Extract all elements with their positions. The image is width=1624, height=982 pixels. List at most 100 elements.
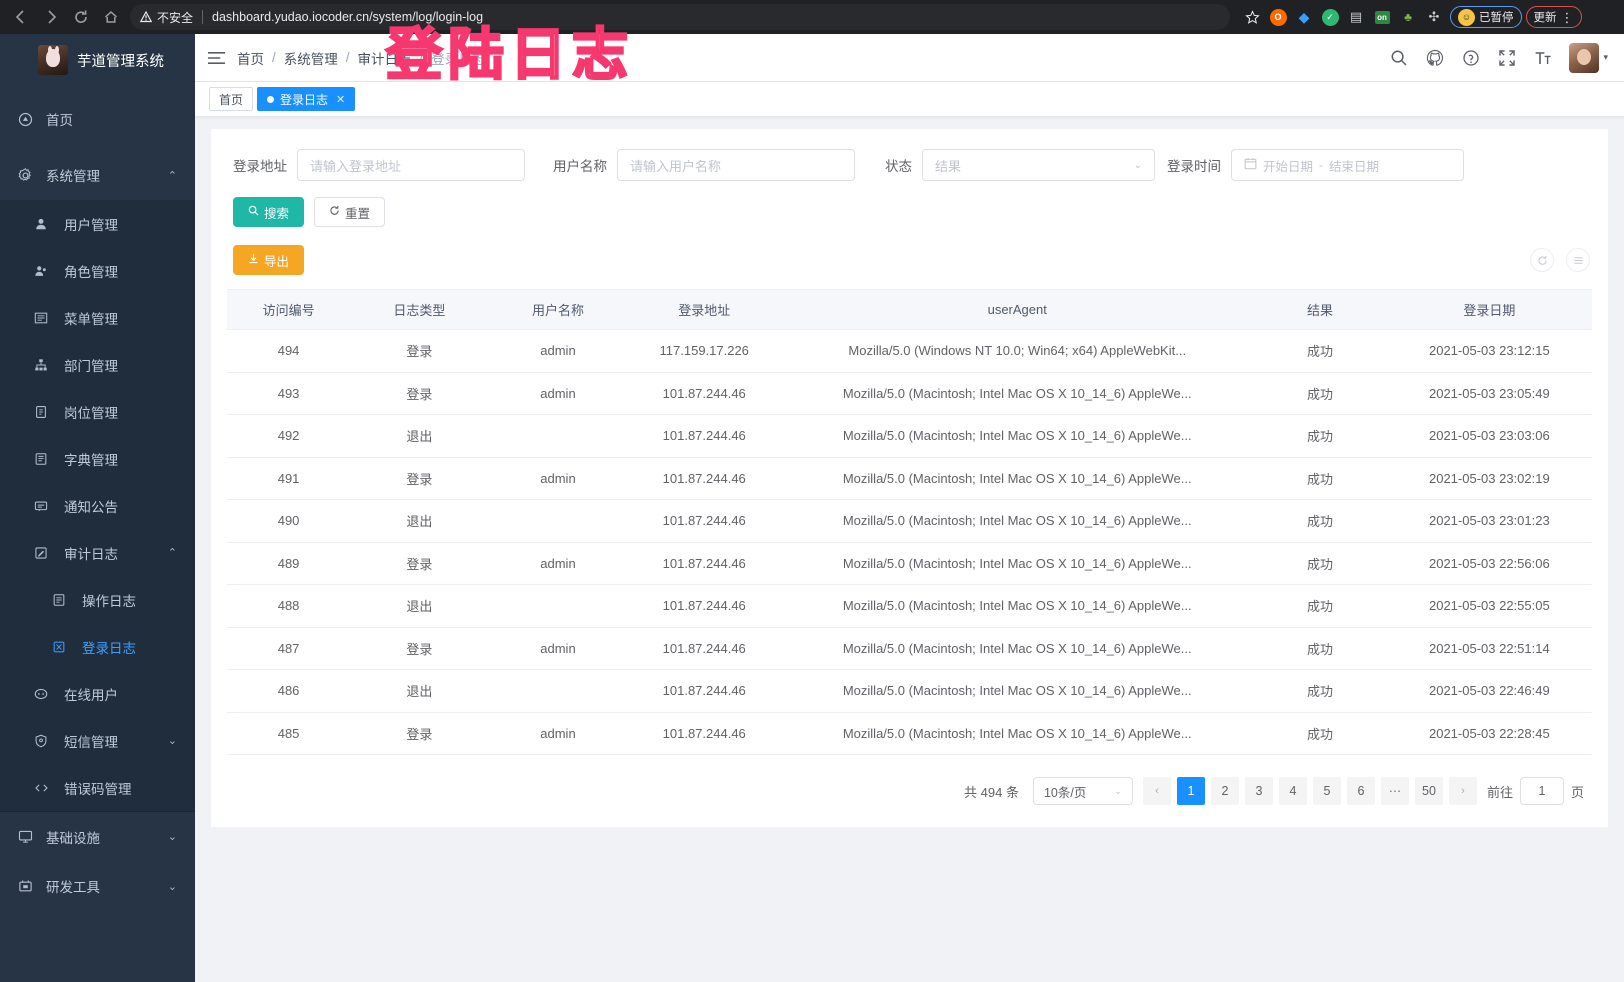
- table-row[interactable]: 488 退出 101.87.244.46 Mozilla/5.0 (Macint…: [227, 584, 1592, 628]
- search-button[interactable]: 搜索: [233, 197, 305, 227]
- home-icon[interactable]: [96, 2, 126, 32]
- cell-id: 492: [227, 414, 351, 458]
- table-row[interactable]: 491 登录 admin 101.87.244.46 Mozilla/5.0 (…: [227, 457, 1592, 500]
- tab-login-log[interactable]: 登录日志 ✕: [257, 87, 356, 111]
- sidebar-item-infrastructure[interactable]: 基础设施 ⌄: [0, 811, 195, 861]
- update-pill[interactable]: 更新 ⋮: [1525, 6, 1582, 28]
- status-select[interactable]: 结果 ⌄: [922, 149, 1155, 181]
- sidebar-item-error-code[interactable]: 错误码管理: [0, 764, 195, 811]
- page-ellipsis[interactable]: ···: [1380, 777, 1409, 805]
- bookmark-star-icon[interactable]: [1238, 3, 1266, 31]
- font-size-icon[interactable]: [1533, 48, 1553, 68]
- table-row[interactable]: 486 退出 101.87.244.46 Mozilla/5.0 (Macint…: [227, 669, 1592, 713]
- page-button-3[interactable]: 3: [1244, 777, 1273, 805]
- avatar-menu[interactable]: ▾: [1569, 42, 1608, 73]
- page-button-2[interactable]: 2: [1210, 777, 1239, 805]
- end-date-input[interactable]: 结束日期: [1329, 159, 1380, 174]
- sidebar-item-dept-mgmt[interactable]: 部门管理: [0, 341, 195, 388]
- column-header-type[interactable]: 日志类型: [350, 289, 489, 330]
- cell-ip: 101.87.244.46: [627, 669, 782, 713]
- sidebar-item-notice[interactable]: 通知公告: [0, 482, 195, 529]
- fullscreen-icon[interactable]: [1497, 48, 1517, 68]
- back-arrow-icon[interactable]: [6, 2, 36, 32]
- column-header-result[interactable]: 结果: [1253, 289, 1387, 330]
- filter-label: 登录地址: [233, 159, 287, 174]
- kebab-menu-icon[interactable]: ⋮: [1560, 9, 1574, 25]
- page-button-6[interactable]: 6: [1346, 777, 1375, 805]
- paused-status-pill[interactable]: ☺ 已暂停: [1450, 6, 1522, 28]
- table-row[interactable]: 487 登录 admin 101.87.244.46 Mozilla/5.0 (…: [227, 627, 1592, 670]
- ext-clipboard-icon[interactable]: ▤: [1349, 9, 1363, 24]
- ext-puzzle-icon[interactable]: ✣: [1428, 9, 1440, 24]
- sidebar-item-home[interactable]: 首页: [0, 94, 195, 144]
- table-row[interactable]: 490 退出 101.87.244.46 Mozilla/5.0 (Macint…: [227, 499, 1592, 543]
- main-area: 首页 / 系统管理 / 审计日志 / 登录日志: [195, 34, 1624, 982]
- search-icon[interactable]: [1389, 48, 1409, 68]
- hamburger-menu-icon[interactable]: [195, 50, 237, 66]
- table-row[interactable]: 489 登录 admin 101.87.244.46 Mozilla/5.0 (…: [227, 542, 1592, 585]
- column-header-date[interactable]: 登录日期: [1386, 289, 1592, 330]
- sidebar-item-dev-tools[interactable]: 研发工具 ⌄: [0, 861, 195, 911]
- breadcrumb-item-home[interactable]: 首页: [237, 51, 264, 67]
- ext-diamond-icon[interactable]: ◆: [1298, 8, 1310, 25]
- login-log-table: 访问编号 日志类型 用户名称 登录地址 userAgent 结果 登录日期: [227, 289, 1592, 755]
- cell-type: 退出: [350, 499, 489, 543]
- sidebar-item-online-user[interactable]: 在线用户: [0, 670, 195, 717]
- table-row[interactable]: 485 登录 admin 101.87.244.46 Mozilla/5.0 (…: [227, 712, 1592, 755]
- column-header-user[interactable]: 用户名称: [488, 289, 628, 330]
- page-button-4[interactable]: 4: [1278, 777, 1307, 805]
- table-row[interactable]: 494 登录 admin 117.159.17.226 Mozilla/5.0 …: [227, 329, 1592, 373]
- page-button-5[interactable]: 5: [1312, 777, 1341, 805]
- next-page-button[interactable]: ›: [1448, 777, 1477, 805]
- breadcrumb-item-system[interactable]: 系统管理: [283, 51, 338, 67]
- page-button-50[interactable]: 50: [1414, 777, 1443, 805]
- login-address-input[interactable]: 请输入登录地址: [297, 149, 525, 181]
- user-name-input[interactable]: 请输入用户名称: [617, 149, 855, 181]
- column-header-ip[interactable]: 登录地址: [627, 289, 782, 330]
- sidebar-logo[interactable]: 芋道管理系统: [0, 34, 195, 86]
- sidebar-item-role-mgmt[interactable]: 角色管理: [0, 247, 195, 294]
- ext-emoji-icon: ☺: [1458, 8, 1475, 26]
- sidebar-item-post-mgmt[interactable]: 岗位管理: [0, 388, 195, 435]
- goto-page-input[interactable]: 1: [1519, 777, 1564, 805]
- column-header-id[interactable]: 访问编号: [227, 289, 351, 330]
- sidebar-item-login-log[interactable]: 登录日志: [0, 623, 195, 670]
- forward-arrow-icon[interactable]: [36, 2, 66, 32]
- ext-orange-icon[interactable]: O: [1266, 5, 1290, 29]
- table-row[interactable]: 493 登录 admin 101.87.244.46 Mozilla/5.0 (…: [227, 372, 1592, 415]
- sidebar-item-menu-mgmt[interactable]: 菜单管理: [0, 294, 195, 341]
- export-button[interactable]: 导出: [233, 245, 305, 275]
- prev-page-button[interactable]: ‹: [1142, 777, 1171, 805]
- page-button-1[interactable]: 1: [1176, 777, 1205, 805]
- cell-user: admin: [488, 542, 628, 585]
- ext-on-badge-icon[interactable]: on: [1370, 5, 1394, 29]
- github-icon[interactable]: [1425, 48, 1445, 68]
- sidebar-item-system[interactable]: 系统管理 ⌃: [0, 150, 195, 200]
- reload-icon[interactable]: [66, 2, 96, 32]
- sidebar-item-sms-mgmt[interactable]: 短信管理 ⌄: [0, 717, 195, 764]
- ext-green-check-icon[interactable]: ✓: [1318, 5, 1342, 29]
- cell-type: 退出: [350, 584, 489, 628]
- reset-button[interactable]: 重置: [314, 197, 386, 227]
- breadcrumb-item-audit[interactable]: 审计日志: [357, 51, 412, 67]
- refresh-table-icon[interactable]: [1530, 248, 1554, 272]
- close-icon[interactable]: ✕: [336, 93, 346, 106]
- column-header-useragent[interactable]: userAgent: [781, 289, 1254, 330]
- ext-leaf-icon[interactable]: ♣: [1404, 10, 1412, 24]
- sidebar-item-user-mgmt[interactable]: 用户管理: [0, 200, 195, 247]
- cell-ip: 101.87.244.46: [627, 584, 782, 628]
- tab-home[interactable]: 首页: [209, 87, 254, 111]
- operation-log-icon: [52, 593, 74, 607]
- cell-ip: 101.87.244.46: [627, 372, 782, 415]
- login-time-daterange[interactable]: 开始日期 - 结束日期: [1231, 149, 1464, 181]
- table-row[interactable]: 492 退出 101.87.244.46 Mozilla/5.0 (Macint…: [227, 414, 1592, 458]
- cell-id: 494: [227, 329, 351, 373]
- sidebar-item-dict-mgmt[interactable]: 字典管理: [0, 435, 195, 482]
- column-settings-icon[interactable]: [1566, 248, 1590, 272]
- page-size-select[interactable]: 10条/页 ⌄: [1032, 777, 1133, 805]
- address-bar[interactable]: 不安全 dashboard.yudao.iocoder.cn/system/lo…: [130, 4, 1230, 30]
- help-circle-icon[interactable]: [1461, 48, 1481, 68]
- sidebar-item-operation-log[interactable]: 操作日志: [0, 576, 195, 623]
- sidebar-item-audit-log[interactable]: 审计日志 ⌃: [0, 529, 195, 576]
- start-date-input[interactable]: 开始日期: [1263, 159, 1314, 174]
